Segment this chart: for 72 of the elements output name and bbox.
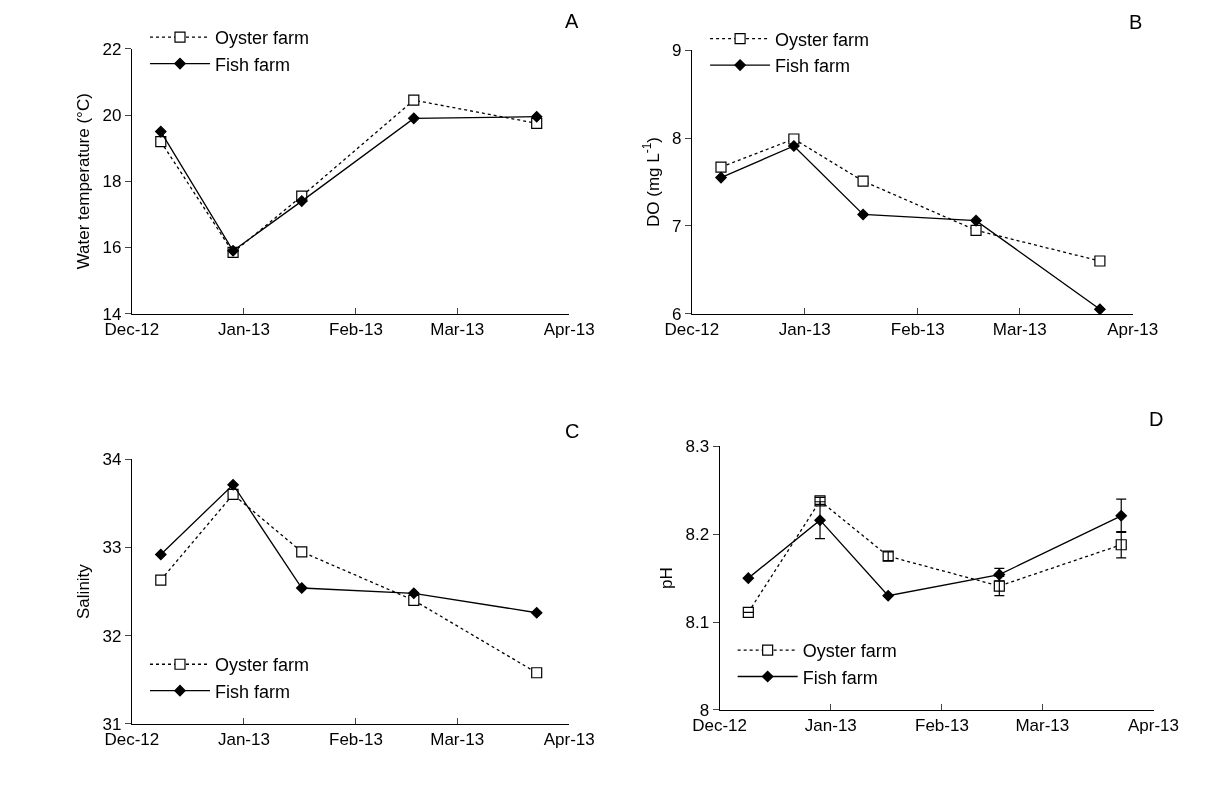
- y-tick-label: 34: [102, 450, 122, 470]
- y-tick-label: 22: [102, 39, 122, 59]
- y-tick-label: 7: [671, 216, 682, 236]
- point: [788, 140, 800, 152]
- text: D: [1149, 408, 1164, 430]
- y-tick-label: 8: [671, 129, 682, 149]
- y-tick-label: 9: [671, 41, 682, 61]
- point: [970, 224, 982, 236]
- point: [408, 112, 420, 125]
- point: [296, 546, 308, 558]
- x-tick-label: Jan-13: [804, 716, 857, 736]
- x-tick-label: Mar-13: [430, 320, 485, 340]
- y-tick-label: 18: [102, 172, 122, 192]
- x-tick-label: Jan-13: [217, 320, 270, 340]
- legend-label: Fish farm: [802, 667, 878, 688]
- point: [857, 175, 869, 187]
- point: [882, 589, 894, 602]
- x-tick-label: Mar-13: [1015, 716, 1070, 736]
- point: [154, 125, 167, 138]
- point: [1115, 510, 1128, 522]
- y-tick-label: 8.2: [685, 525, 710, 545]
- x-tick-label: Jan-13: [778, 320, 831, 340]
- x-tick-label: Apr-13: [543, 320, 595, 340]
- point: [227, 478, 239, 491]
- x-tick-label: Apr-13: [1127, 716, 1180, 736]
- legend-label: Fish farm: [214, 54, 291, 75]
- point: [408, 94, 420, 106]
- text: A: [565, 10, 579, 32]
- point: [857, 208, 869, 221]
- x-tick-label: Feb-13: [890, 320, 945, 340]
- y-tick-label: 8.3: [685, 437, 710, 457]
- legend-label: Fish farm: [775, 56, 851, 77]
- point: [993, 580, 1005, 592]
- point: [154, 548, 167, 561]
- point: [742, 606, 754, 618]
- y-tick-label: 32: [102, 626, 122, 646]
- point: [227, 488, 239, 501]
- x-tick-label: Feb-13: [915, 716, 969, 736]
- point: [155, 135, 167, 148]
- point: [530, 110, 543, 123]
- y-tick-label: 8.1: [685, 612, 710, 632]
- legend-label: Fish farm: [214, 681, 291, 702]
- x-tick-label: Feb-13: [329, 320, 383, 340]
- point: [1094, 255, 1106, 267]
- point: [970, 214, 982, 227]
- point: [531, 667, 543, 679]
- point: [715, 171, 727, 184]
- y-axis-title: Salinity: [74, 563, 94, 619]
- x-tick-label: Mar-13: [430, 730, 485, 750]
- x-tick-label: Apr-13: [543, 730, 595, 750]
- point: [408, 587, 420, 600]
- text: B: [1129, 11, 1143, 33]
- legend-label: Oyster farm: [775, 29, 870, 50]
- x-tick-label: Mar-13: [992, 320, 1047, 340]
- x-tick-label: Jan-13: [217, 730, 270, 750]
- legend-label: Oyster farm: [214, 28, 310, 49]
- point: [155, 574, 167, 586]
- x-tick-label: Feb-13: [329, 730, 383, 750]
- point: [715, 161, 727, 173]
- text: C: [565, 420, 580, 442]
- legend-label: Oyster farm: [214, 655, 310, 676]
- point: [295, 195, 308, 207]
- y-tick-label: 33: [102, 538, 122, 558]
- legend-label: Oyster farm: [802, 641, 897, 662]
- x-tick-label: Apr-13: [1107, 320, 1159, 340]
- y-axis-title: pH: [657, 567, 677, 589]
- y-tick-label: 20: [102, 106, 122, 125]
- y-tick-label: 16: [102, 238, 122, 258]
- y-axis-title: Water temperature (°C): [74, 93, 94, 270]
- point: [1094, 303, 1106, 316]
- point: [530, 606, 543, 619]
- point: [295, 582, 308, 594]
